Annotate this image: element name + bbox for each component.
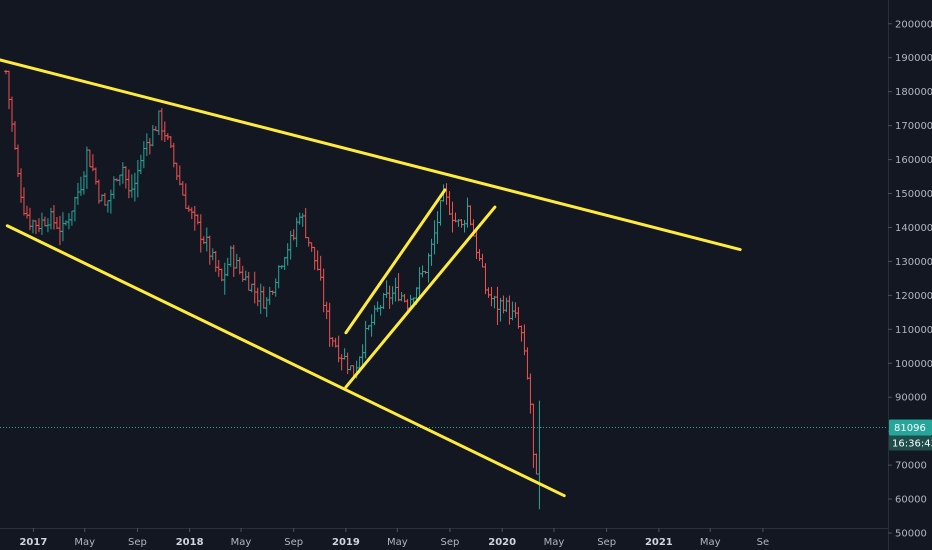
rising-channel-upper-line — [344, 188, 447, 335]
price-tick-label: 90000 — [895, 393, 927, 404]
time-tick-label: Sep — [597, 537, 616, 548]
trendlines — [0, 58, 742, 498]
time-tick-label: 2021 — [645, 537, 673, 548]
time-tick-label: May — [231, 537, 252, 548]
time-tick-label: May — [544, 537, 565, 548]
price-tick-label: 50000 — [895, 529, 927, 540]
price-tick-label: 70000 — [895, 461, 927, 472]
time-tick-label: 2019 — [332, 537, 360, 548]
time-tick-label: 2018 — [176, 537, 204, 548]
price-tick-label: 200000 — [895, 19, 932, 30]
time-tick-label: 2020 — [488, 537, 516, 548]
time-tick-label: 2017 — [19, 537, 47, 548]
price-tick-label: 160000 — [895, 155, 932, 166]
time-tick-label: May — [387, 537, 408, 548]
price-tick-label: 180000 — [895, 87, 932, 98]
time-tick-label: Sep — [441, 537, 460, 548]
price-tick-label: 140000 — [895, 223, 932, 234]
time-axis[interactable]: 2017 May Sep 2018 May Sep 2019 May Sep 2020 May Sep… — [0, 528, 888, 550]
time-axis-background — [0, 528, 888, 550]
price-tick-label: 120000 — [895, 291, 932, 302]
bar-countdown-value: 16:36:43 — [892, 438, 932, 449]
time-tick-label: Sep — [128, 537, 147, 548]
upper-channel-line — [0, 58, 742, 252]
bar-countdown-tag — [889, 435, 932, 451]
price-axis[interactable]: 5000060000700008000090000100000110000120… — [888, 0, 932, 550]
price-tick-label: 170000 — [895, 121, 932, 132]
price-tick-label: 130000 — [895, 257, 932, 268]
price-tick-label: 60000 — [895, 495, 927, 506]
price-tick-label: 150000 — [895, 189, 932, 200]
time-tick-label: May — [74, 537, 95, 548]
price-tick-label: 100000 — [895, 359, 932, 370]
price-tags: 81096 16:36:43 — [889, 419, 932, 451]
price-tick-label: 110000 — [895, 325, 932, 336]
time-tick-label: May — [700, 537, 721, 548]
ohlc-bars — [3, 69, 542, 510]
time-tick-label: Sep — [284, 537, 303, 548]
price-axis-background — [888, 0, 932, 550]
price-tick-label: 190000 — [895, 53, 932, 64]
last-price-value: 81096 — [894, 423, 926, 434]
time-tick-label: Se — [757, 537, 770, 548]
lower-channel-line — [5, 224, 566, 498]
rising-channel-lower-line — [344, 205, 497, 389]
last-price-tag — [889, 419, 932, 436]
